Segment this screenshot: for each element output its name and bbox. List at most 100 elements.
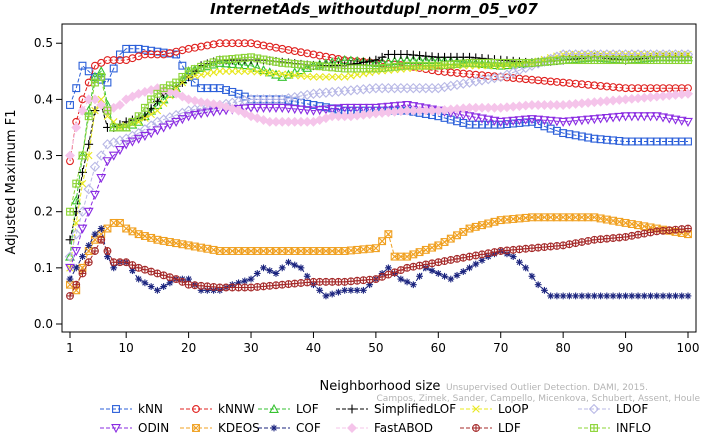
- data-point-ldf-10: [122, 258, 131, 267]
- data-point-inflo-23: [203, 60, 212, 69]
- data-point-cof-99: [678, 292, 686, 300]
- data-point-inflo-78: [546, 57, 555, 66]
- data-point-inflo-7: [103, 106, 112, 115]
- data-point-ldf-68: [484, 249, 493, 258]
- data-point-odin-8: [108, 151, 119, 161]
- x-tick-label-100: 100: [677, 341, 700, 355]
- data-point-cof-98: [672, 292, 679, 300]
- y-tick-label-0: 0.0: [34, 317, 53, 331]
- data-point-inflo-28: [234, 54, 243, 63]
- data-point-loop-45: [340, 73, 349, 81]
- data-point-loop-30: [247, 67, 255, 76]
- data-point-kdeos-81: [565, 213, 574, 222]
- data-point-cof-43: [328, 290, 336, 298]
- x-tick-label-10: 10: [119, 341, 134, 355]
- data-point-fastabod-9: [114, 100, 125, 110]
- data-point-inflo-37: [290, 60, 299, 68]
- data-point-odin-18: [171, 117, 182, 128]
- data-point-inflo-6: [97, 72, 106, 81]
- data-point-odin-17: [164, 120, 175, 130]
- data-point-odin-79: [551, 117, 562, 127]
- legend-item-ldf: LDF: [460, 421, 521, 434]
- data-point-cof-80: [559, 292, 567, 300]
- data-point-kdeos-84: [584, 213, 593, 222]
- series-ldof: [64, 49, 694, 262]
- data-point-odin-5: [90, 190, 100, 201]
- data-point-inflo-5: [91, 78, 99, 87]
- data-point-kdeos-76: [534, 213, 543, 222]
- x-tick-label-70: 70: [493, 341, 508, 355]
- data-point-lof-33: [264, 67, 275, 77]
- data-point-cof-17: [166, 279, 174, 287]
- data-point-loop-32: [259, 68, 268, 77]
- data-point-inflo-44: [334, 63, 343, 72]
- data-point-ldf-60: [434, 258, 443, 267]
- data-point-odin-12: [133, 134, 144, 144]
- data-point-knn-9: [115, 50, 124, 59]
- data-point-inflo-88: [609, 56, 618, 65]
- data-point-ldf-85: [590, 235, 599, 244]
- data-point-ldof-1: [64, 251, 76, 262]
- data-point-odin-51: [377, 103, 388, 113]
- data-point-cof-32: [260, 264, 267, 272]
- data-point-loop-41: [315, 73, 324, 81]
- data-point-cof-5: [91, 230, 99, 238]
- data-point-inflo-11: [128, 117, 137, 126]
- data-point-kdeos-9: [115, 218, 124, 227]
- data-point-kdeos-51: [378, 237, 387, 246]
- data-point-cof-90: [622, 292, 629, 300]
- legend-label-kdeos: KDEOS: [218, 421, 260, 434]
- data-point-cof-41: [316, 286, 324, 294]
- data-point-kdeos-28: [234, 247, 243, 255]
- data-point-ldf-55: [403, 263, 412, 272]
- data-point-ldof-6: [96, 150, 107, 161]
- data-point-odin-10: [121, 140, 132, 150]
- data-point-cof-2: [72, 264, 80, 272]
- data-point-cof-88: [609, 292, 617, 300]
- data-point-odin-13: [139, 131, 150, 142]
- data-point-knn-97: [665, 137, 674, 146]
- data-point-knnw-14: [147, 50, 156, 59]
- data-point-lof-2: [71, 195, 82, 205]
- data-point-odin-23: [202, 108, 213, 118]
- data-point-kdeos-26: [222, 247, 231, 255]
- data-point-cof-52: [384, 264, 392, 272]
- data-point-kdeos-52: [384, 230, 393, 239]
- data-point-knn-70: [496, 120, 505, 129]
- data-point-ldf-11: [128, 261, 137, 269]
- data-point-odin-80: [558, 117, 569, 128]
- data-point-knn-40: [309, 101, 318, 109]
- data-point-cof-82: [572, 292, 580, 300]
- data-point-loop-14: [147, 110, 155, 119]
- data-point-cof-95: [653, 292, 661, 300]
- data-point-odin-19: [177, 115, 188, 125]
- data-point-cof-57: [416, 272, 423, 280]
- data-point-loop-16: [159, 99, 168, 107]
- y-axis-label: Adjusted Maximum F1: [4, 110, 19, 255]
- chart-title: InternetAds_withoutdupl_norm_05_v07: [210, 0, 538, 18]
- data-point-odin-44: [333, 104, 344, 114]
- data-point-odin-14: [146, 129, 157, 139]
- data-point-odin-84: [583, 115, 594, 125]
- data-point-cof-76: [534, 281, 542, 289]
- data-point-cof-30: [247, 275, 255, 283]
- data-point-cof-4: [85, 241, 93, 249]
- data-point-ldof-12: [133, 127, 144, 139]
- data-point-kdeos-80: [559, 213, 568, 222]
- data-point-odin-42: [321, 105, 331, 115]
- legend-item-kdeos: KDEOS: [180, 421, 260, 434]
- data-point-odin-97: [664, 114, 675, 124]
- data-point-inflo-45: [340, 64, 349, 73]
- data-point-simplifiedlof-59: [427, 52, 437, 62]
- data-point-odin-73: [514, 116, 525, 126]
- data-point-cof-93: [640, 292, 648, 300]
- data-point-knn-24: [209, 84, 218, 93]
- data-point-kdeos-54: [396, 252, 405, 261]
- data-point-kdeos-36: [284, 247, 293, 255]
- data-point-inflo-41: [315, 62, 324, 71]
- data-point-fastabod-23: [202, 98, 213, 109]
- x-tick-label-30: 30: [243, 341, 258, 355]
- data-point-kdeos-72: [509, 215, 518, 223]
- data-point-fastabod-25: [214, 100, 225, 110]
- data-point-lof-29: [239, 59, 250, 70]
